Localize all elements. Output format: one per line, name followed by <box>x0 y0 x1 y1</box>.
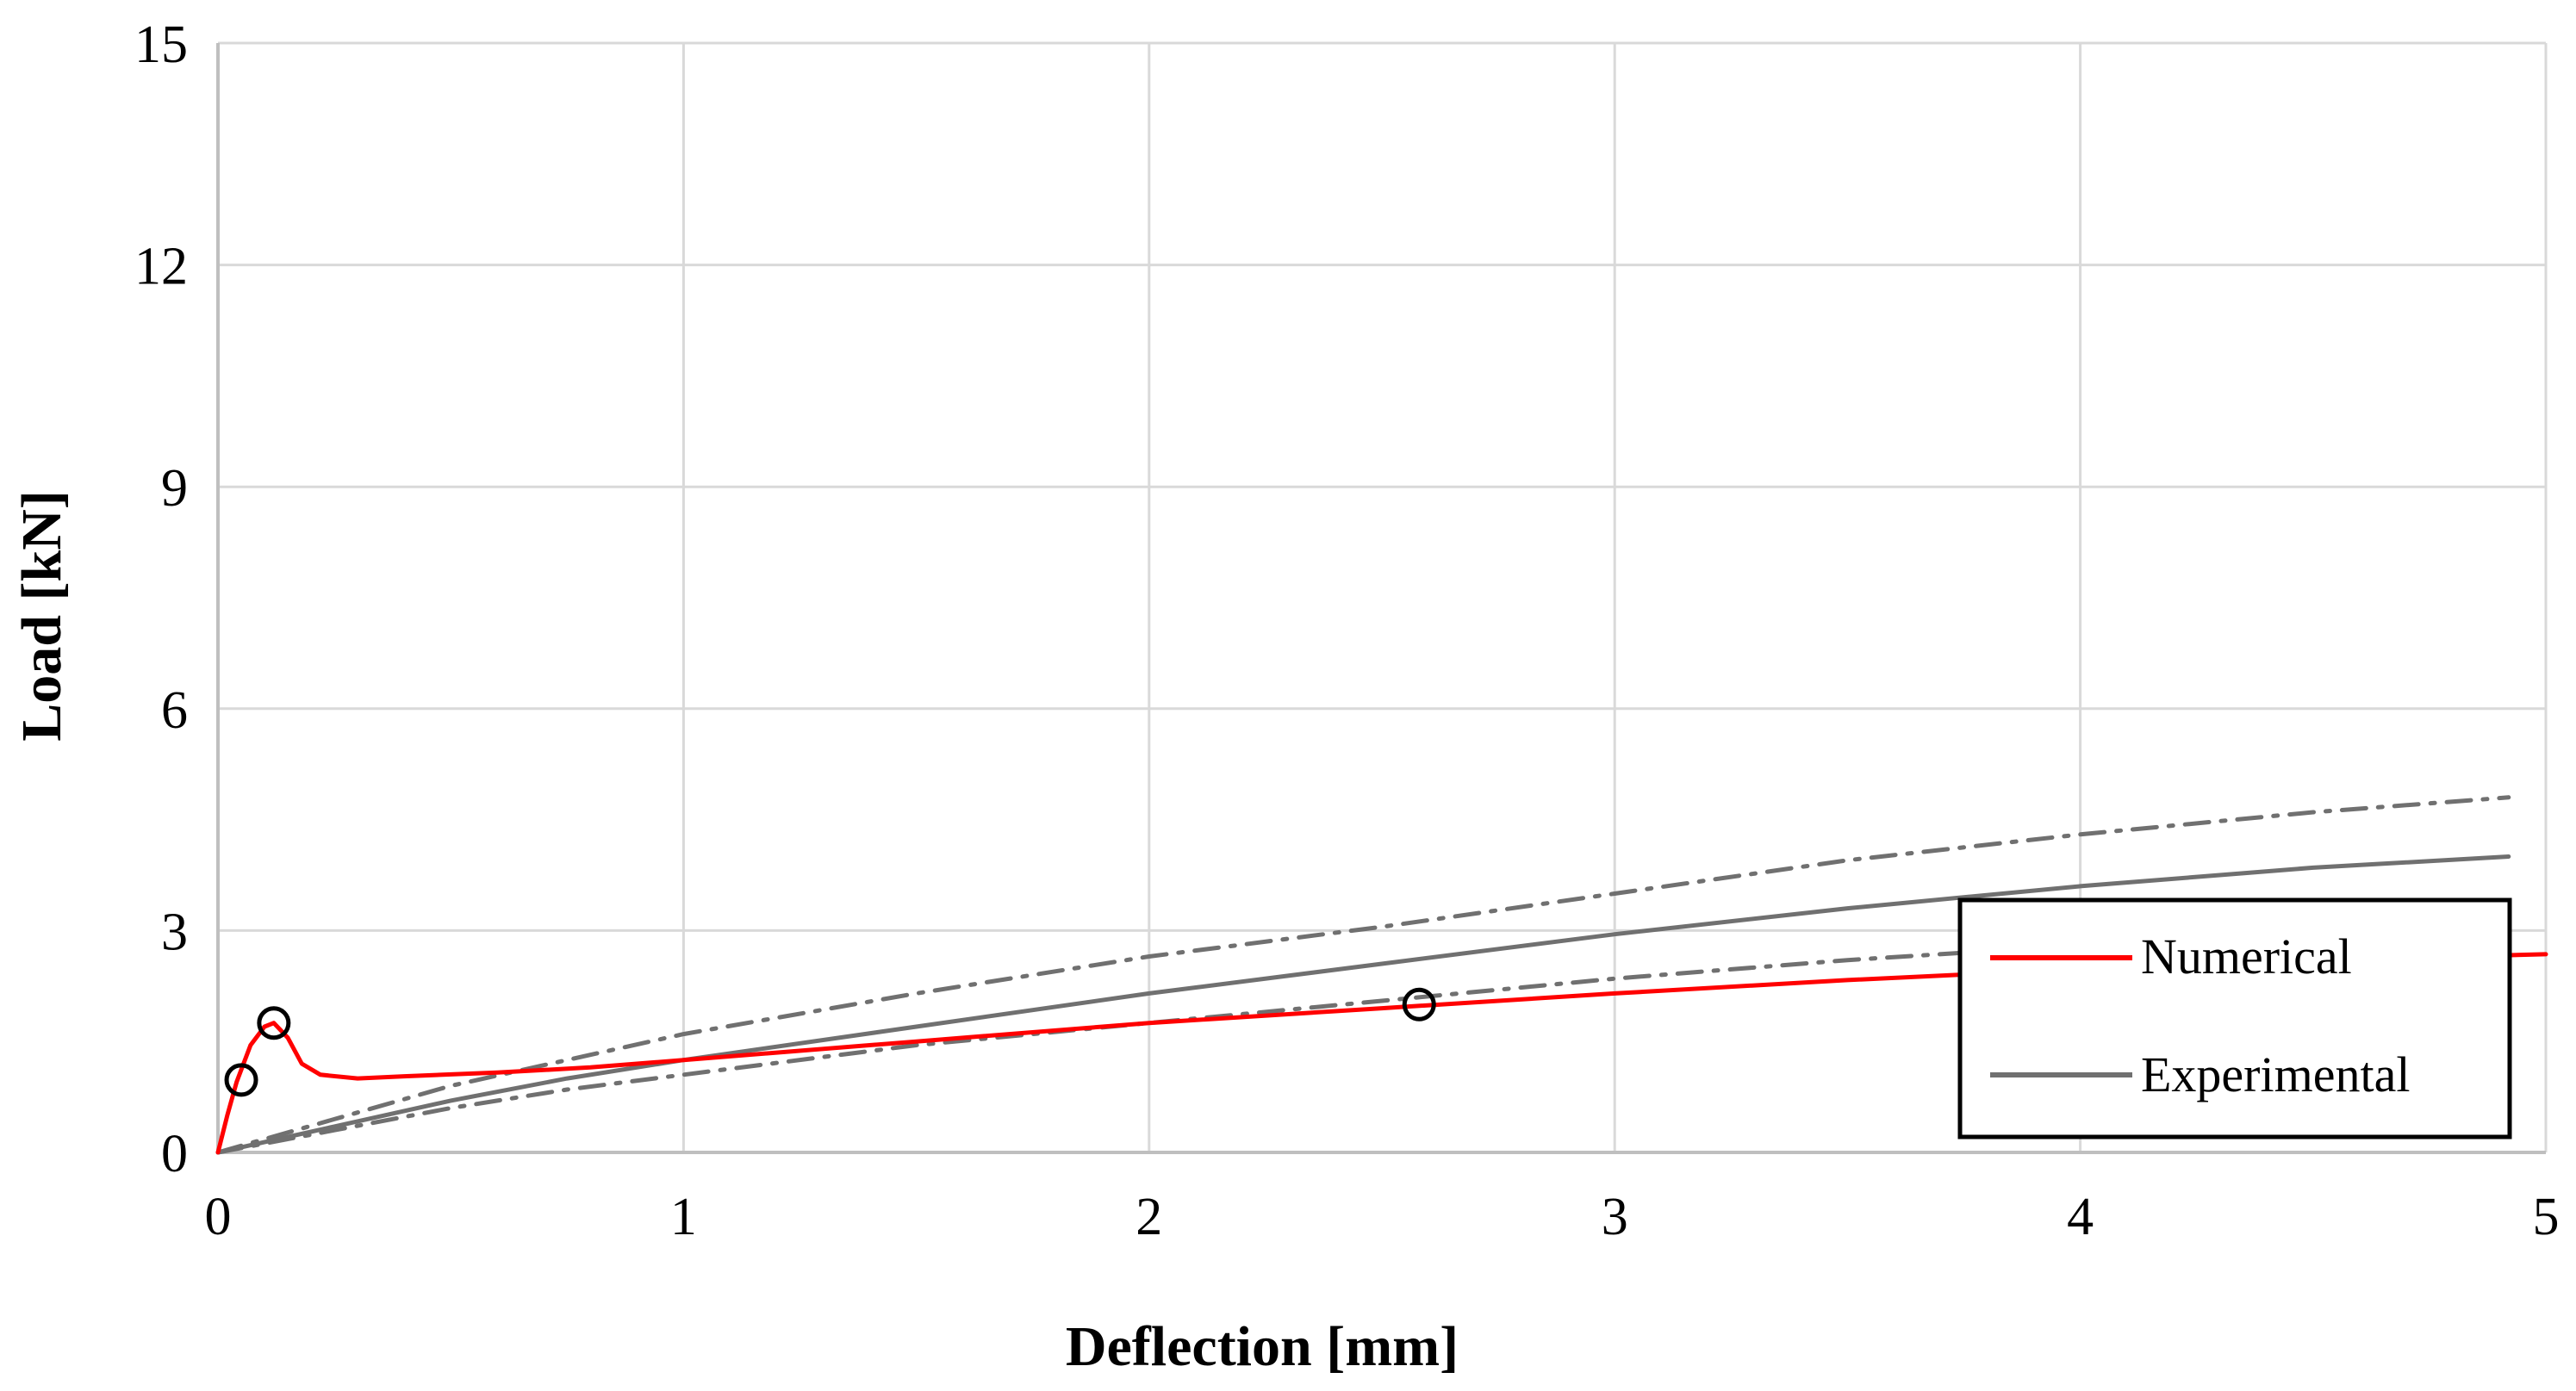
marker-point-1 <box>257 1006 291 1040</box>
x-axis-label: Deflection [mm] <box>1066 1315 1459 1378</box>
axes <box>216 43 2546 1154</box>
y-tick-label-5: 15 <box>134 16 188 74</box>
y-tick-label-2: 6 <box>161 681 188 740</box>
x-tick-label-1: 1 <box>670 1188 697 1246</box>
legend-label-numerical: Numerical <box>2141 928 2352 984</box>
marker-point-2 <box>1402 987 1436 1022</box>
grid-lines <box>218 41 2548 1152</box>
x-tick-label-4: 4 <box>2067 1188 2094 1246</box>
marker-point-0 <box>224 1063 258 1097</box>
y-tick-label-4: 12 <box>134 238 188 296</box>
x-tick-label-0: 0 <box>205 1188 232 1246</box>
legend-box <box>1957 897 2512 1140</box>
legend: Numerical Experimental <box>1957 897 2512 1140</box>
y-axis-label: Load [kN] <box>10 490 73 742</box>
y-tick-label-0: 0 <box>161 1125 188 1183</box>
series-line-experimental <box>215 854 2511 1155</box>
x-tick-label-2: 2 <box>1136 1188 1162 1246</box>
series-line-numerical <box>215 952 2548 1155</box>
x-tick-label-3: 3 <box>1602 1188 1628 1246</box>
y-tick-label-3: 9 <box>161 459 188 518</box>
x-tick-label-5: 5 <box>2533 1188 2560 1246</box>
series-line-experimental-upper-bound <box>215 795 2511 1155</box>
y-tick-label-1: 3 <box>161 903 188 961</box>
legend-label-experimental: Experimental <box>2141 1046 2410 1102</box>
markers-layer <box>224 987 1436 1097</box>
